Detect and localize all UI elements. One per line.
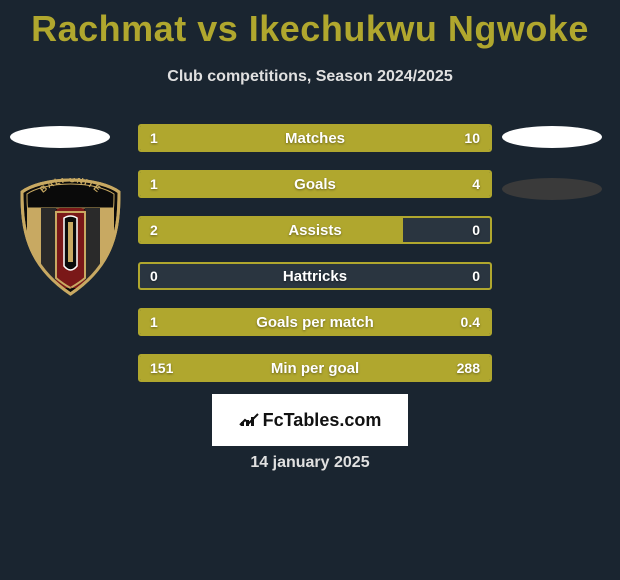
stat-row: Goals per match1 0.4	[138, 308, 492, 336]
vs-text: vs	[197, 8, 238, 49]
stat-value-left: 1	[150, 310, 158, 334]
stat-label: Min per goal	[140, 356, 490, 380]
stat-value-right: 288	[457, 356, 480, 380]
stat-value-right: 0	[472, 264, 480, 288]
branding-text: FcTables.com	[263, 410, 382, 431]
player1-club-logo: BALI UNITE	[18, 178, 123, 296]
stat-row: Goals1 4	[138, 170, 492, 198]
branding-label: FcTables.com	[239, 410, 382, 431]
stat-value-right: 4	[472, 172, 480, 196]
stat-value-left: 1	[150, 172, 158, 196]
stat-label: Goals	[140, 172, 490, 196]
player2-avatar	[502, 126, 602, 148]
stat-value-left: 151	[150, 356, 173, 380]
stat-value-left: 2	[150, 218, 158, 242]
stat-label: Matches	[140, 126, 490, 150]
chart-icon	[239, 413, 259, 427]
stat-row: Assists2 0	[138, 216, 492, 244]
stat-value-left: 0	[150, 264, 158, 288]
stat-label: Goals per match	[140, 310, 490, 334]
player1-avatar	[10, 126, 110, 148]
stat-value-right: 10	[464, 126, 480, 150]
stat-row: Hattricks0 0	[138, 262, 492, 290]
subtitle: Club competitions, Season 2024/2025	[0, 68, 620, 86]
branding-box: FcTables.com	[212, 394, 408, 446]
stat-value-right: 0.4	[461, 310, 480, 334]
stat-value-left: 1	[150, 126, 158, 150]
player1-name: Rachmat	[31, 8, 187, 49]
date-label: 14 january 2025	[0, 454, 620, 472]
player2-club-badge	[502, 178, 602, 200]
stat-row: Matches1 10	[138, 124, 492, 152]
stat-value-right: 0	[472, 218, 480, 242]
comparison-title: Rachmat vs Ikechukwu Ngwoke	[0, 0, 620, 50]
player2-name: Ikechukwu Ngwoke	[249, 8, 589, 49]
stat-row: Min per goal151 288	[138, 354, 492, 382]
stats-container: Matches110Goals14Assists20Hattricks00Goa…	[138, 124, 492, 400]
stat-label: Hattricks	[140, 264, 490, 288]
stat-label: Assists	[140, 218, 490, 242]
